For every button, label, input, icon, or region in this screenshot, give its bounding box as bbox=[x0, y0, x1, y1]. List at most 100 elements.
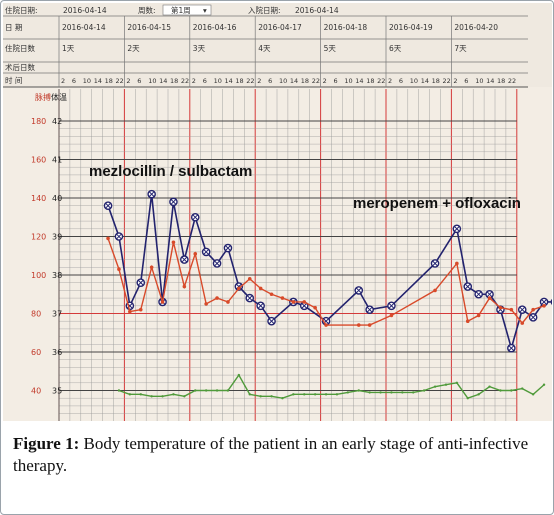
pulse-point bbox=[226, 300, 230, 304]
y-right-tick-label: 37 bbox=[52, 310, 62, 319]
day-date-label: 2016-04-19 bbox=[389, 23, 433, 32]
caption-label: Figure 1: bbox=[13, 434, 80, 453]
respiration-point bbox=[368, 391, 371, 394]
respiration-point bbox=[521, 387, 524, 390]
respiration-point bbox=[248, 393, 251, 396]
pulse-point bbox=[389, 313, 394, 318]
day-date-label: 2016-04-16 bbox=[193, 23, 237, 32]
hour-label: 2 bbox=[388, 77, 392, 85]
week-select[interactable] bbox=[162, 4, 212, 16]
respiration-point bbox=[150, 395, 153, 398]
row-label-hospital-days: 住院日数 bbox=[5, 43, 35, 53]
temperature-point-cross bbox=[356, 287, 362, 293]
pulse-point bbox=[280, 296, 285, 300]
temperature-point-cross bbox=[138, 280, 144, 286]
respiration-point bbox=[531, 393, 535, 396]
y-right-tick-label: 39 bbox=[52, 233, 62, 242]
pulse-point bbox=[247, 277, 252, 281]
hour-label: 10 bbox=[83, 77, 91, 85]
chart-axes: 脉搏 体温 4241403938373635341801601401201008… bbox=[31, 89, 67, 421]
respiration-point bbox=[477, 393, 480, 396]
respiration-point bbox=[466, 397, 469, 400]
temperature-point-cross bbox=[486, 291, 493, 297]
pulse-point bbox=[128, 309, 132, 314]
chevron-down-icon: ▾ bbox=[203, 6, 207, 15]
hour-label: 10 bbox=[214, 77, 222, 85]
y-right-tick-label: 40 bbox=[52, 194, 62, 203]
respiration-point bbox=[401, 391, 404, 394]
admission-value: 2016-04-14 bbox=[63, 6, 107, 15]
week-value: 第1周 bbox=[171, 5, 191, 15]
y-right-tick-label: 38 bbox=[52, 271, 62, 280]
temperature-point-cross bbox=[105, 203, 111, 209]
pulse-point bbox=[313, 305, 317, 310]
day-date-label: 2016-04-17 bbox=[258, 23, 302, 32]
respiration-point bbox=[161, 395, 164, 398]
pulse-point bbox=[302, 300, 307, 304]
pulse-point bbox=[509, 307, 514, 312]
respiration-point bbox=[303, 393, 306, 396]
hour-label: 6 bbox=[268, 77, 272, 85]
y-left-tick-label: 160 bbox=[31, 156, 46, 165]
temperature-point-cross bbox=[476, 291, 482, 297]
temperature-chart-photo: 住院日期: 2016-04-14 周数: 第1周 ▾ 入院日期: 2016-04… bbox=[3, 3, 552, 421]
hour-label: 6 bbox=[399, 77, 403, 85]
temperature-point-cross bbox=[388, 303, 395, 309]
row-label-time: 时 间 bbox=[5, 75, 22, 85]
hour-label: 10 bbox=[475, 77, 483, 85]
respiration-point bbox=[226, 389, 230, 392]
chart-grid bbox=[58, 89, 518, 421]
respiration-point bbox=[281, 397, 284, 400]
admission-label: 住院日期: bbox=[5, 5, 38, 15]
respiration-point bbox=[499, 389, 502, 392]
hospital-day-label: 5天 bbox=[324, 44, 337, 53]
hour-label: 6 bbox=[203, 77, 207, 85]
y-left-tick-label: 60 bbox=[31, 348, 41, 357]
hour-label: 14 bbox=[225, 77, 233, 85]
row-label-date: 日 期 bbox=[5, 23, 22, 32]
hour-label: 18 bbox=[366, 77, 374, 85]
hour-label: 10 bbox=[410, 77, 418, 85]
respiration-point bbox=[390, 391, 393, 394]
hour-label: 18 bbox=[235, 77, 243, 85]
chart-series bbox=[103, 189, 552, 400]
pulse-point bbox=[193, 252, 198, 256]
hour-label: 18 bbox=[301, 77, 309, 85]
temperature-point-cross bbox=[465, 283, 471, 290]
pulse-point bbox=[324, 323, 328, 327]
temperature-point-cross bbox=[149, 191, 155, 197]
hour-label: 2 bbox=[257, 77, 261, 85]
hour-label: 6 bbox=[464, 77, 468, 85]
hour-label: 22 bbox=[116, 77, 124, 85]
respiration-point bbox=[488, 385, 491, 388]
figure-caption: Figure 1: Body temperature of the patien… bbox=[13, 433, 543, 477]
pulse-point bbox=[520, 321, 525, 325]
respiration-point bbox=[215, 389, 219, 392]
hour-label: 22 bbox=[443, 77, 451, 85]
pulse-point bbox=[237, 286, 241, 291]
hour-label: 14 bbox=[290, 77, 298, 85]
temperature-point-cross bbox=[432, 260, 438, 267]
hour-label: 18 bbox=[432, 77, 440, 85]
entry-label: 入院日期: bbox=[248, 5, 281, 15]
temperature-point-cross bbox=[116, 233, 122, 240]
hour-label: 14 bbox=[486, 77, 494, 85]
hour-label: 22 bbox=[312, 77, 320, 85]
temperature-point-cross bbox=[214, 260, 220, 267]
pulse-series-line bbox=[107, 238, 545, 326]
temperature-point-cross bbox=[247, 295, 253, 301]
hour-label: 14 bbox=[159, 77, 167, 85]
pulse-point bbox=[531, 307, 535, 312]
y-left-tick-label: 40 bbox=[31, 387, 41, 396]
hour-label: 22 bbox=[508, 77, 516, 85]
pulse-point bbox=[171, 240, 176, 245]
temperature-point-cross bbox=[530, 314, 536, 320]
respiration-point bbox=[313, 393, 317, 396]
day-date-label: 2016-04-14 bbox=[62, 23, 106, 32]
hour-label: 6 bbox=[72, 77, 76, 85]
entry-value: 2016-04-14 bbox=[295, 6, 339, 15]
hospital-day-label: 7天 bbox=[454, 44, 467, 53]
respiration-point bbox=[422, 389, 426, 392]
pulse-point bbox=[215, 296, 219, 300]
hour-label: 14 bbox=[421, 77, 429, 85]
